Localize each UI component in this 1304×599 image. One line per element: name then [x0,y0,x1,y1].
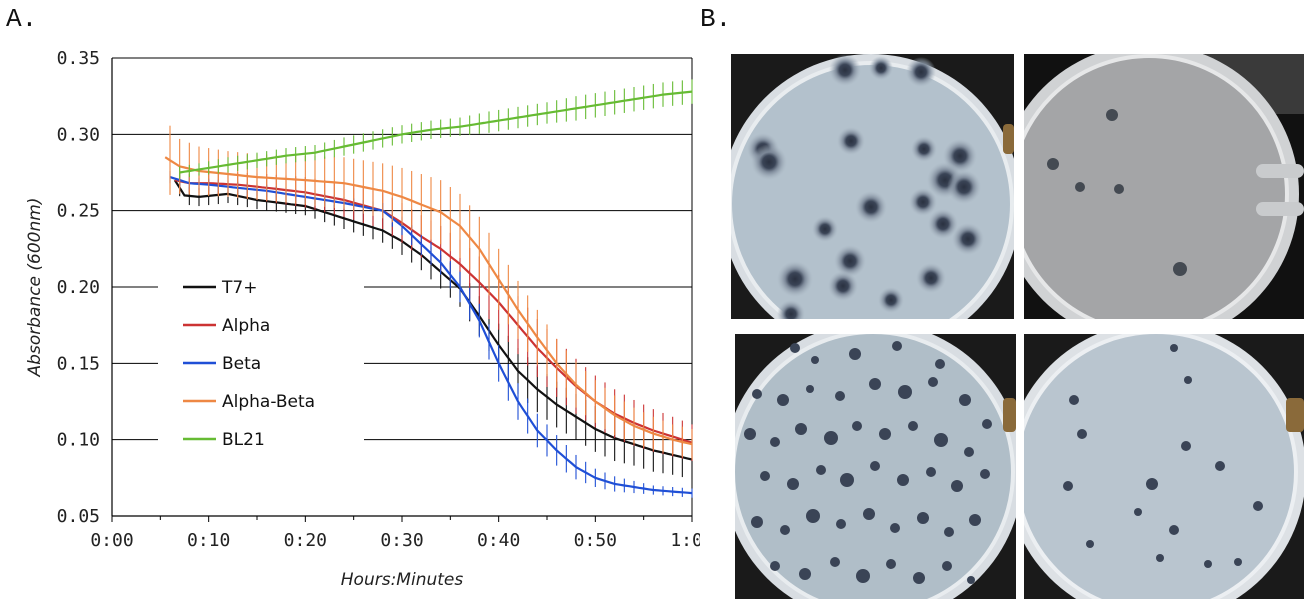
x-axis-title: Hours:Minutes [341,570,464,590]
legend-label: BL21 [222,430,265,450]
plate-top-right [1024,54,1304,319]
absorbance-chart: 0.05 0.10 0.15 0.20 0.25 0.30 0.35 0:00 0:10 0:20… [25,48,700,590]
x-tick-label: 0:40 [477,530,520,551]
x-tick-label: 0:20 [284,530,327,551]
x-tick-label: 0:10 [187,530,230,551]
legend-label: Alpha-Beta [222,392,315,412]
plate-bottom-right [1024,334,1304,599]
x-tick-label: 1:00 [670,530,700,551]
petri-dish-large-plaques [731,54,1014,319]
series-line-t7- [173,179,693,461]
x-tick-label: 0:00 [90,530,133,551]
series-line-alpha-beta [164,156,693,446]
legend-label: Beta [222,354,261,374]
y-tick-label: 0.25 [57,201,100,222]
panel-label-b: B. [700,4,732,34]
plate-top-left [731,54,1014,319]
panel-label-a: A. [6,4,38,34]
y-tick-label: 0.15 [57,353,100,374]
series-line-bl21 [179,90,693,174]
petri-dish-many-small-plaques [735,334,1016,599]
x-tick-label: 0:50 [574,530,617,551]
y-tick-label: 0.35 [57,48,100,69]
y-tick-label: 0.10 [57,430,100,451]
legend-label: T7+ [221,278,257,298]
y-axis-title: Absorbance (600nm) [25,198,45,378]
y-tick-label: 0.20 [57,277,100,298]
y-tick-label: 0.05 [57,506,100,527]
legend-label: Alpha [222,316,270,336]
x-tick-label: 0:30 [380,530,423,551]
plate-bottom-left [735,334,1016,599]
y-tick-label: 0.30 [57,124,100,145]
petri-dish-sparse-small-plaques [1024,334,1304,599]
petri-dish-few-plaques [1024,54,1304,319]
